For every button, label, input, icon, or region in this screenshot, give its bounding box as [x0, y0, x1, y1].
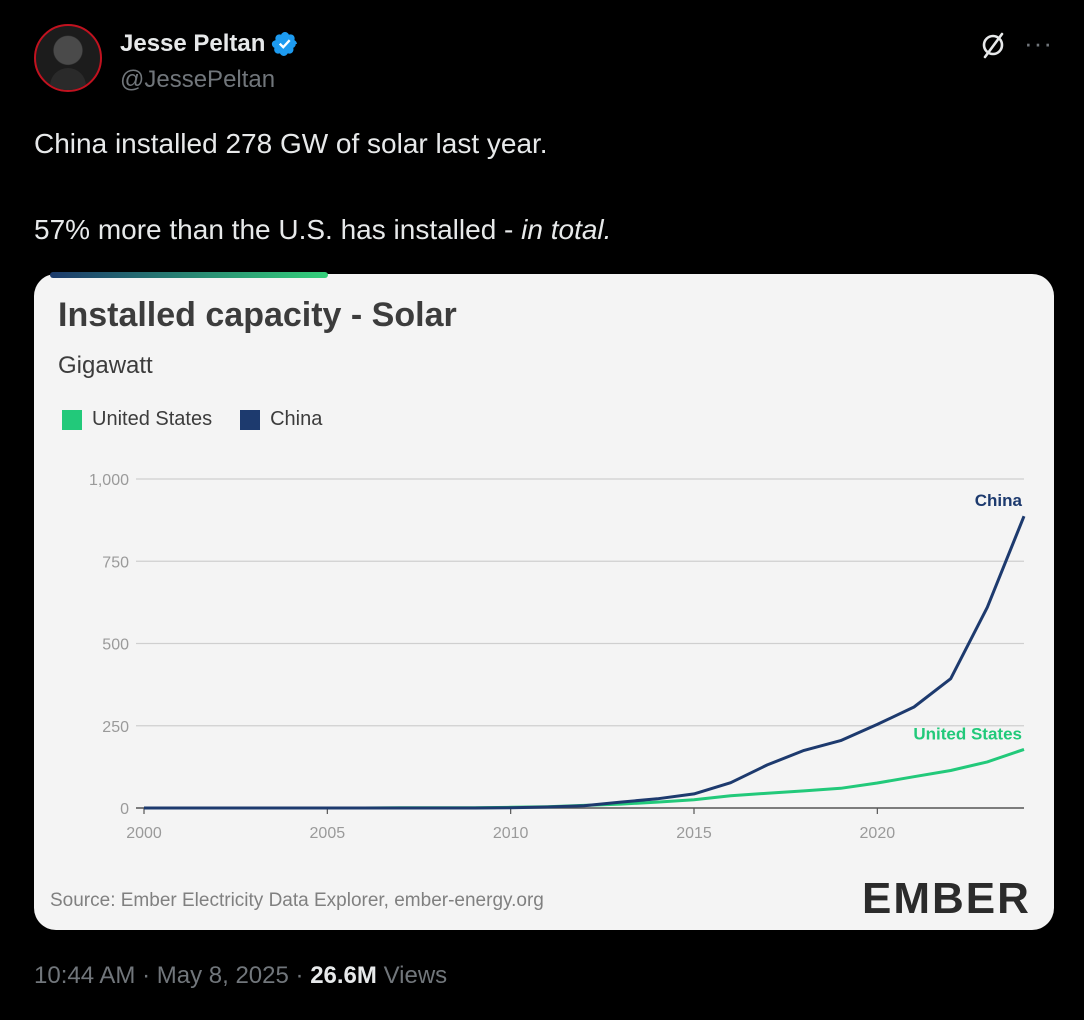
tweet-header: Jesse Peltan @JessePeltan ···	[34, 24, 1054, 98]
tweet-text-line2-emphasis: in total.	[521, 214, 612, 245]
tweet-meta: 10:44 AM · May 8, 2025 · 26.6M Views	[34, 962, 448, 989]
y-tick-label: 750	[102, 554, 129, 571]
series-label-us: United States	[913, 724, 1022, 743]
ember-logo: EMBER	[862, 874, 1031, 923]
tweet-time[interactable]: 10:44 AM	[34, 962, 136, 989]
x-tick-label: 2000	[126, 825, 162, 842]
series-line-china	[144, 515, 1026, 810]
author-name[interactable]: Jesse Peltan	[120, 30, 266, 57]
tweet-text-line2: 57% more than the U.S. has installed - i…	[34, 208, 1034, 252]
x-tick-label: 2020	[860, 825, 896, 842]
x-tick-label: 2015	[676, 825, 712, 842]
chart-image-card[interactable]: Installed capacity - Solar Gigawatt Unit…	[34, 274, 1054, 930]
legend-swatch-us	[62, 409, 82, 430]
avatar[interactable]	[34, 24, 102, 92]
author-row: Jesse Peltan	[120, 30, 299, 58]
series-line-us	[144, 747, 1025, 810]
card-accent-bar	[50, 272, 328, 278]
chart-subtitle: Gigawatt	[58, 352, 153, 379]
legend-swatch-china	[240, 409, 261, 430]
legend-label-us: United States	[92, 408, 213, 430]
tweet-text: China installed 278 GW of solar last yea…	[34, 122, 1034, 252]
tweet-text-line2-prefix: 57% more than the U.S. has installed -	[34, 214, 522, 245]
chart-legend: United States China	[62, 408, 350, 431]
chart-source: Source: Ember Electricity Data Explorer,…	[50, 890, 544, 911]
x-tick-label: 2005	[310, 825, 346, 842]
legend-item-us: United States	[62, 408, 212, 431]
views-label: Views	[383, 962, 448, 989]
grok-icon[interactable]	[978, 30, 1008, 60]
author-handle[interactable]: @JessePeltan	[120, 66, 276, 93]
tweet-date[interactable]: May 8, 2025	[156, 962, 289, 989]
legend-item-china: China	[240, 408, 322, 431]
series-label-china: China	[975, 491, 1023, 510]
chart-title: Installed capacity - Solar	[58, 296, 457, 334]
y-tick-label: 0	[120, 801, 129, 818]
chart-plot: 0 250 500 750 1,000 2000 2005 2010 2015 2020 Unite…	[89, 472, 1026, 842]
y-tick-label: 1,000	[89, 472, 129, 489]
x-tick-label: 2010	[493, 825, 529, 842]
verified-badge-icon	[272, 32, 298, 56]
more-options-icon[interactable]: ···	[1024, 28, 1053, 58]
views-count: 26.6M	[310, 962, 377, 989]
y-tick-label: 250	[102, 719, 129, 736]
legend-label-china: China	[270, 408, 323, 430]
y-tick-label: 500	[102, 637, 129, 654]
tweet-text-line1: China installed 278 GW of solar last yea…	[34, 128, 548, 159]
